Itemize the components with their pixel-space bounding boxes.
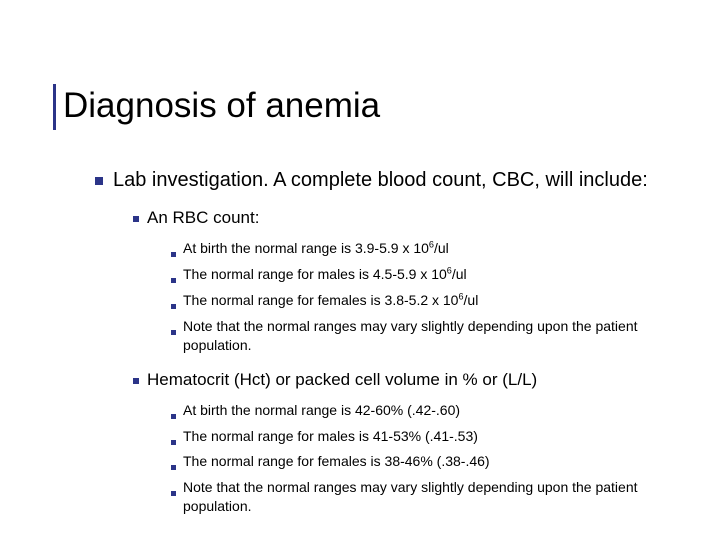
bullet-lvl3: The normal range for females is 3.8-5.2 … — [171, 291, 685, 315]
lvl3-group: At birth the normal range is 42-60% (.42… — [171, 401, 685, 516]
lvl1-text: Lab investigation. A complete blood coun… — [113, 169, 648, 191]
lvl3-text: Note that the normal ranges may vary sli… — [183, 479, 638, 514]
bullet-lvl3: Note that the normal ranges may vary sli… — [171, 478, 685, 516]
square-bullet-icon — [171, 278, 176, 283]
square-bullet-icon — [171, 330, 176, 335]
bullet-lvl3: At birth the normal range is 3.9-5.9 x 1… — [171, 239, 685, 263]
lvl3-suffix: /ul — [452, 266, 467, 282]
lvl3-text: Note that the normal ranges may vary sli… — [183, 318, 638, 353]
square-bullet-icon — [171, 440, 176, 445]
lvl2-text: An RBC count: — [147, 208, 259, 227]
square-bullet-icon — [133, 216, 139, 222]
lvl3-text: The normal range for females is 38-46% (… — [183, 453, 490, 469]
bullet-lvl3: The normal range for females is 38-46% (… — [171, 452, 685, 476]
page-title: Diagnosis of anemia — [63, 86, 380, 126]
bullet-lvl3: The normal range for males is 41-53% (.4… — [171, 427, 685, 451]
bullet-lvl2: An RBC count: — [133, 207, 685, 229]
square-bullet-icon — [171, 465, 176, 470]
square-bullet-icon — [171, 414, 176, 419]
accent-bar — [53, 84, 56, 130]
lvl3-text: At birth the normal range is 42-60% (.42… — [183, 402, 460, 418]
square-bullet-icon — [171, 252, 176, 257]
bullet-lvl3: Note that the normal ranges may vary sli… — [171, 317, 685, 355]
lvl3-text: The normal range for males is 41-53% (.4… — [183, 428, 478, 444]
lvl3-group: At birth the normal range is 3.9-5.9 x 1… — [171, 239, 685, 354]
lvl3-text: The normal range for females is 3.8-5.2 … — [183, 292, 458, 308]
square-bullet-icon — [171, 491, 176, 496]
bullet-lvl3: At birth the normal range is 42-60% (.42… — [171, 401, 685, 425]
lvl2-text: Hematocrit (Hct) or packed cell volume i… — [147, 370, 537, 389]
square-bullet-icon — [133, 378, 139, 384]
bullet-lvl2: Hematocrit (Hct) or packed cell volume i… — [133, 369, 685, 391]
bullet-lvl1: Lab investigation. A complete blood coun… — [95, 168, 685, 193]
content-area: Lab investigation. A complete blood coun… — [95, 168, 685, 530]
square-bullet-icon — [171, 304, 176, 309]
bullet-lvl3: The normal range for males is 4.5-5.9 x … — [171, 265, 685, 289]
lvl3-text: At birth the normal range is 3.9-5.9 x 1… — [183, 240, 429, 256]
lvl3-suffix: /ul — [434, 240, 449, 256]
lvl3-suffix: /ul — [464, 292, 479, 308]
lvl3-text: The normal range for males is 4.5-5.9 x … — [183, 266, 447, 282]
square-bullet-icon — [95, 177, 103, 185]
